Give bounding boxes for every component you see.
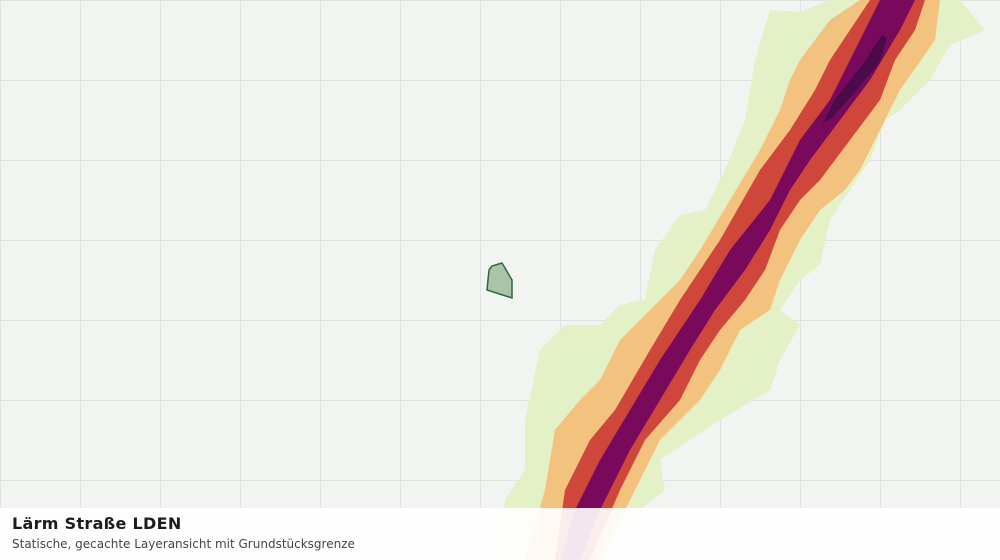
legend-panel: Lärm Straße LDEN Statische, gecachte Lay… [0, 508, 1000, 560]
parcel-boundary [486, 262, 513, 300]
noise-zone-extreme [822, 35, 887, 124]
panel-title: Lärm Straße LDEN [12, 514, 182, 533]
noise-zone-very-high [560, 0, 915, 560]
panel-subtitle: Statische, gecachte Layeransicht mit Gru… [12, 537, 355, 551]
